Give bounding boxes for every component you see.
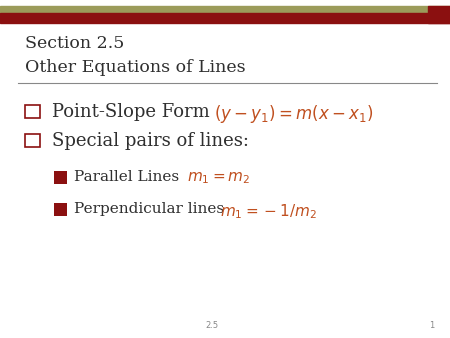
Text: Point-Slope Form: Point-Slope Form <box>52 103 210 121</box>
Bar <box>0 6 450 13</box>
Text: Perpendicular lines: Perpendicular lines <box>74 202 225 216</box>
Text: Section 2.5: Section 2.5 <box>25 35 124 52</box>
Text: $(y - y_1)=m(x - x_1)$: $(y - y_1)=m(x - x_1)$ <box>214 103 373 125</box>
Text: Parallel Lines: Parallel Lines <box>74 170 180 184</box>
Bar <box>54 203 67 216</box>
Text: Other Equations of Lines: Other Equations of Lines <box>25 59 245 76</box>
Text: Special pairs of lines:: Special pairs of lines: <box>52 132 249 150</box>
Bar <box>25 105 40 118</box>
Bar <box>54 171 67 184</box>
Text: $m_1 = -1 / m_2$: $m_1 = -1 / m_2$ <box>220 202 317 221</box>
Bar <box>428 6 450 23</box>
Bar <box>25 134 40 147</box>
Text: 1: 1 <box>429 320 435 330</box>
Text: 2.5: 2.5 <box>205 320 218 330</box>
Text: $m_1 = m_2$: $m_1 = m_2$ <box>187 170 250 186</box>
Bar <box>0 13 450 23</box>
